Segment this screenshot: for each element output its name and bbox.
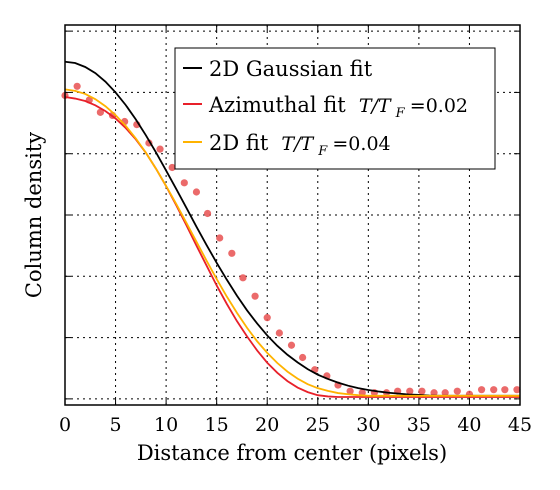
data-point — [441, 389, 449, 397]
data-point — [346, 387, 354, 395]
legend-label-azimuthal-row: Azimuthal fit T/T F =0.02 — [208, 93, 468, 121]
legend-value-azimuthal: =0.02 — [410, 95, 468, 117]
data-point — [477, 386, 486, 394]
data-point — [513, 386, 521, 394]
legend-label-azimuthal: Azimuthal fit — [208, 93, 346, 117]
data-point — [228, 249, 236, 257]
axis-ticks: 0 5 10 15 20 25 30 35 40 45 — [59, 25, 532, 436]
x-axis-label: Distance from center (pixels) — [137, 441, 447, 465]
legend-label-gaussian: 2D Gaussian fit — [209, 57, 373, 81]
x-tick-label: 20 — [255, 414, 279, 436]
x-tick-label: 15 — [205, 414, 229, 436]
data-point — [490, 386, 498, 394]
data-point — [406, 387, 414, 395]
data-point — [239, 274, 247, 282]
data-point — [418, 387, 426, 395]
data-point — [192, 188, 201, 196]
data-point — [453, 387, 461, 395]
data-point — [73, 82, 81, 90]
data-point — [287, 341, 296, 349]
data-point — [203, 209, 212, 218]
legend-sub-azimuthal: F — [395, 106, 406, 121]
legend-label-2dfit: 2D fit — [209, 131, 269, 155]
x-tick-label: 30 — [356, 414, 380, 436]
data-point — [275, 329, 283, 337]
x-tick-label: 45 — [508, 414, 532, 436]
series-line-2 — [64, 88, 520, 397]
data-point — [430, 389, 438, 397]
data-point — [216, 234, 224, 242]
legend-label-2dfit-row: 2D fit T/T F =0.04 — [209, 131, 391, 159]
x-tick-label: 5 — [110, 414, 122, 436]
legend-sub-2dfit: F — [317, 144, 328, 159]
data-point — [501, 386, 509, 394]
series-layer — [61, 60, 521, 398]
data-point — [251, 292, 259, 300]
x-tick-label: 35 — [407, 414, 431, 436]
data-point — [96, 108, 104, 116]
x-tick-label: 10 — [154, 414, 178, 436]
data-point — [180, 179, 188, 187]
x-tick-label: 0 — [59, 414, 71, 436]
data-point — [263, 314, 271, 322]
data-point — [299, 353, 307, 362]
data-point — [156, 145, 164, 153]
data-point — [168, 163, 176, 172]
y-axis-label: Column density — [22, 132, 46, 298]
legend: 2D Gaussian fit Azimuthal fit T/T F =0.0… — [174, 47, 496, 170]
x-tick-label: 25 — [306, 414, 330, 436]
legend-math-azimuthal: T/T — [359, 95, 392, 117]
legend-value-2dfit: =0.04 — [332, 133, 390, 155]
legend-box — [174, 47, 496, 170]
x-tick-label: 40 — [457, 414, 481, 436]
legend-math-2dfit: T/T — [281, 133, 314, 155]
